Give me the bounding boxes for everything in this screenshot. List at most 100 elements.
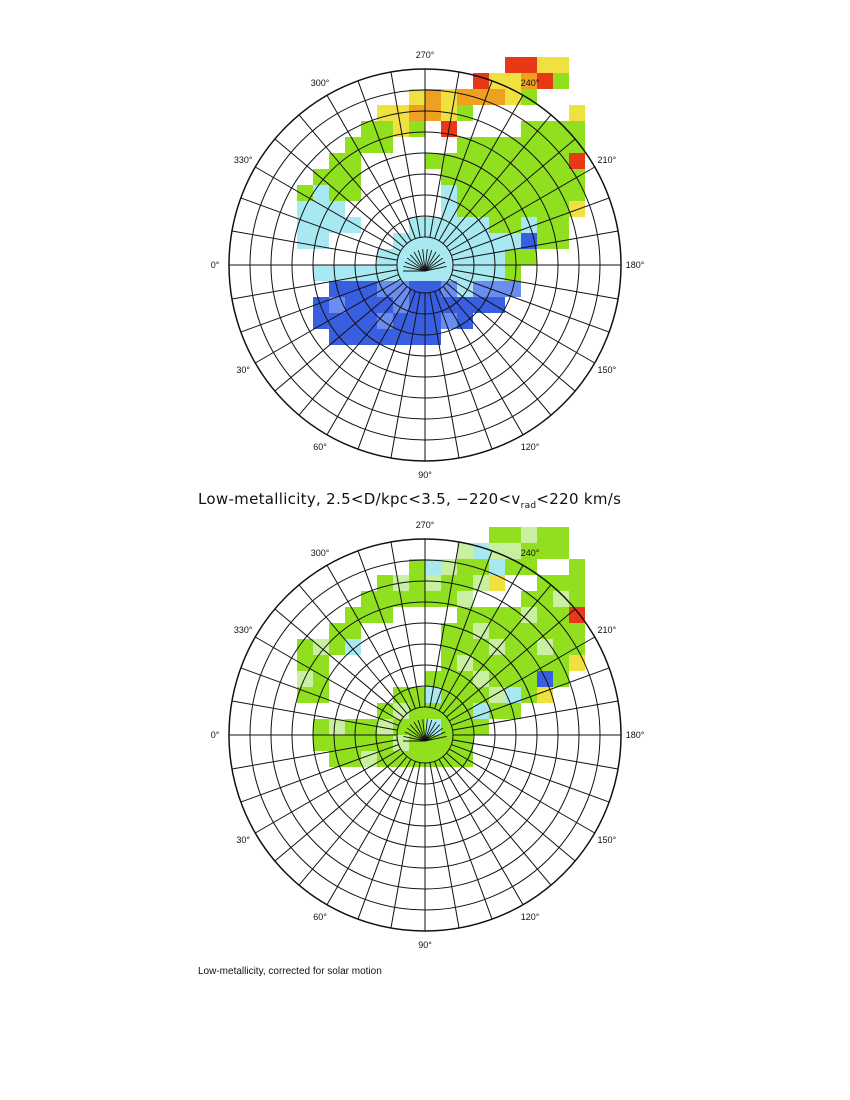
heatmap-cell [361,313,377,329]
polar-spoke [446,752,576,862]
polar-spoke [451,197,610,256]
heatmap-cell [377,281,393,297]
heatmap-cell [521,121,537,137]
heatmap-cell [457,217,473,233]
heatmap-cell [521,671,537,687]
polar-grid-bottom [228,538,622,932]
center-burst-line [409,254,426,272]
heatmap-cell [393,313,409,329]
polar-spoke [452,230,619,261]
heatmap-cell [473,607,489,623]
heatmap-cell [521,543,537,559]
heatmap-cell [409,297,425,313]
heatmap-cell [425,671,441,687]
polar-spoke [442,584,552,714]
polar-spoke [451,744,610,803]
angle-label: 60° [313,442,327,452]
heatmap-cell [473,137,489,153]
polar-spoke [274,138,404,248]
angle-label: 300° [311,548,330,558]
heatmap-cell [377,121,393,137]
heatmap-cell [569,121,585,137]
polar-spoke [298,756,408,886]
caption-tail: <220 km/s [536,490,622,508]
center-burst-line [424,249,428,272]
heatmap-cell [361,735,377,751]
heatmap-cell [537,185,553,201]
center-burst-line [424,727,444,742]
heatmap-cell [537,655,553,671]
angle-label: 120° [521,442,540,452]
polar-spoke [357,291,416,450]
heatmap-cell [569,153,585,169]
polar-spoke [274,282,404,392]
angle-label: 30° [236,365,250,375]
center-burst-line [417,719,426,742]
heatmap-cell [361,265,377,281]
caption-main: Low-metallicity, 2.5<D/kpc<3.5, −220<v [198,490,521,508]
heatmap-cell [489,575,505,591]
heatmap-cell [297,687,313,703]
heatmap-cell [457,201,473,217]
center-burst-line [413,251,426,272]
heatmap-cell [425,297,441,313]
heatmap-cell [393,281,409,297]
heatmap-cell [393,703,409,719]
heatmap-cell [505,527,521,543]
polar-spoke [298,114,408,244]
heatmap-cell [313,313,329,329]
center-burst-line [424,719,433,742]
polar-spoke [438,565,524,712]
heatmap-cell [505,543,521,559]
heatmap-cell [473,297,489,313]
heatmap-cell [457,233,473,249]
angle-label: 210° [598,625,617,635]
angle-label: 240° [521,548,540,558]
heatmap-cell [313,265,329,281]
center-burst-line [404,261,426,272]
heatmap-cell [361,137,377,153]
polar-spoke [357,80,416,239]
polar-spoke [326,288,412,435]
polar-plot-bottom: 270° 240° 210° 180° 150° 120° 90° 60° 30° 0° 330° 3… [211,520,645,950]
heatmap-cell [505,655,521,671]
heatmap-cell [345,153,361,169]
polar-spoke [434,761,493,920]
heatmap-cell [441,671,457,687]
heatmap-cell [409,89,425,105]
heatmap-cell [297,639,313,655]
polar-spoke [434,550,493,709]
heatmap-cell [393,297,409,313]
center-burst-line [424,731,446,742]
heatmap-cell [425,575,441,591]
angle-label: 330° [234,625,253,635]
polar-spoke [429,762,460,929]
center-burst-line [424,254,441,272]
polar-spoke [231,269,398,300]
heatmap-cell [553,623,569,639]
heatmap-cell [457,575,473,591]
heatmap-cell [377,137,393,153]
polar-spoke [452,739,619,770]
heatmap-cell [537,233,553,249]
heatmap-cell [473,719,489,735]
heatmap-cell [409,121,425,137]
heatmap-cell [313,735,329,751]
center-burst-line [403,265,426,272]
heatmap-cell [377,575,393,591]
heatmap-cell [489,655,505,671]
heatmap-cell [329,201,345,217]
heatmap-cell [361,121,377,137]
heatmap-cell [377,249,393,265]
angle-label: 270° [416,50,435,60]
heatmap-cell [473,671,489,687]
heatmap-cell [473,153,489,169]
heatmap-cell [569,137,585,153]
heatmap-cell [361,607,377,623]
center-burst-line [403,735,426,742]
heatmap-cell [473,575,489,591]
center-burst-line [424,261,446,272]
heatmap-cell [553,169,569,185]
heatmap-cell [377,329,393,345]
heatmap-cell [361,719,377,735]
